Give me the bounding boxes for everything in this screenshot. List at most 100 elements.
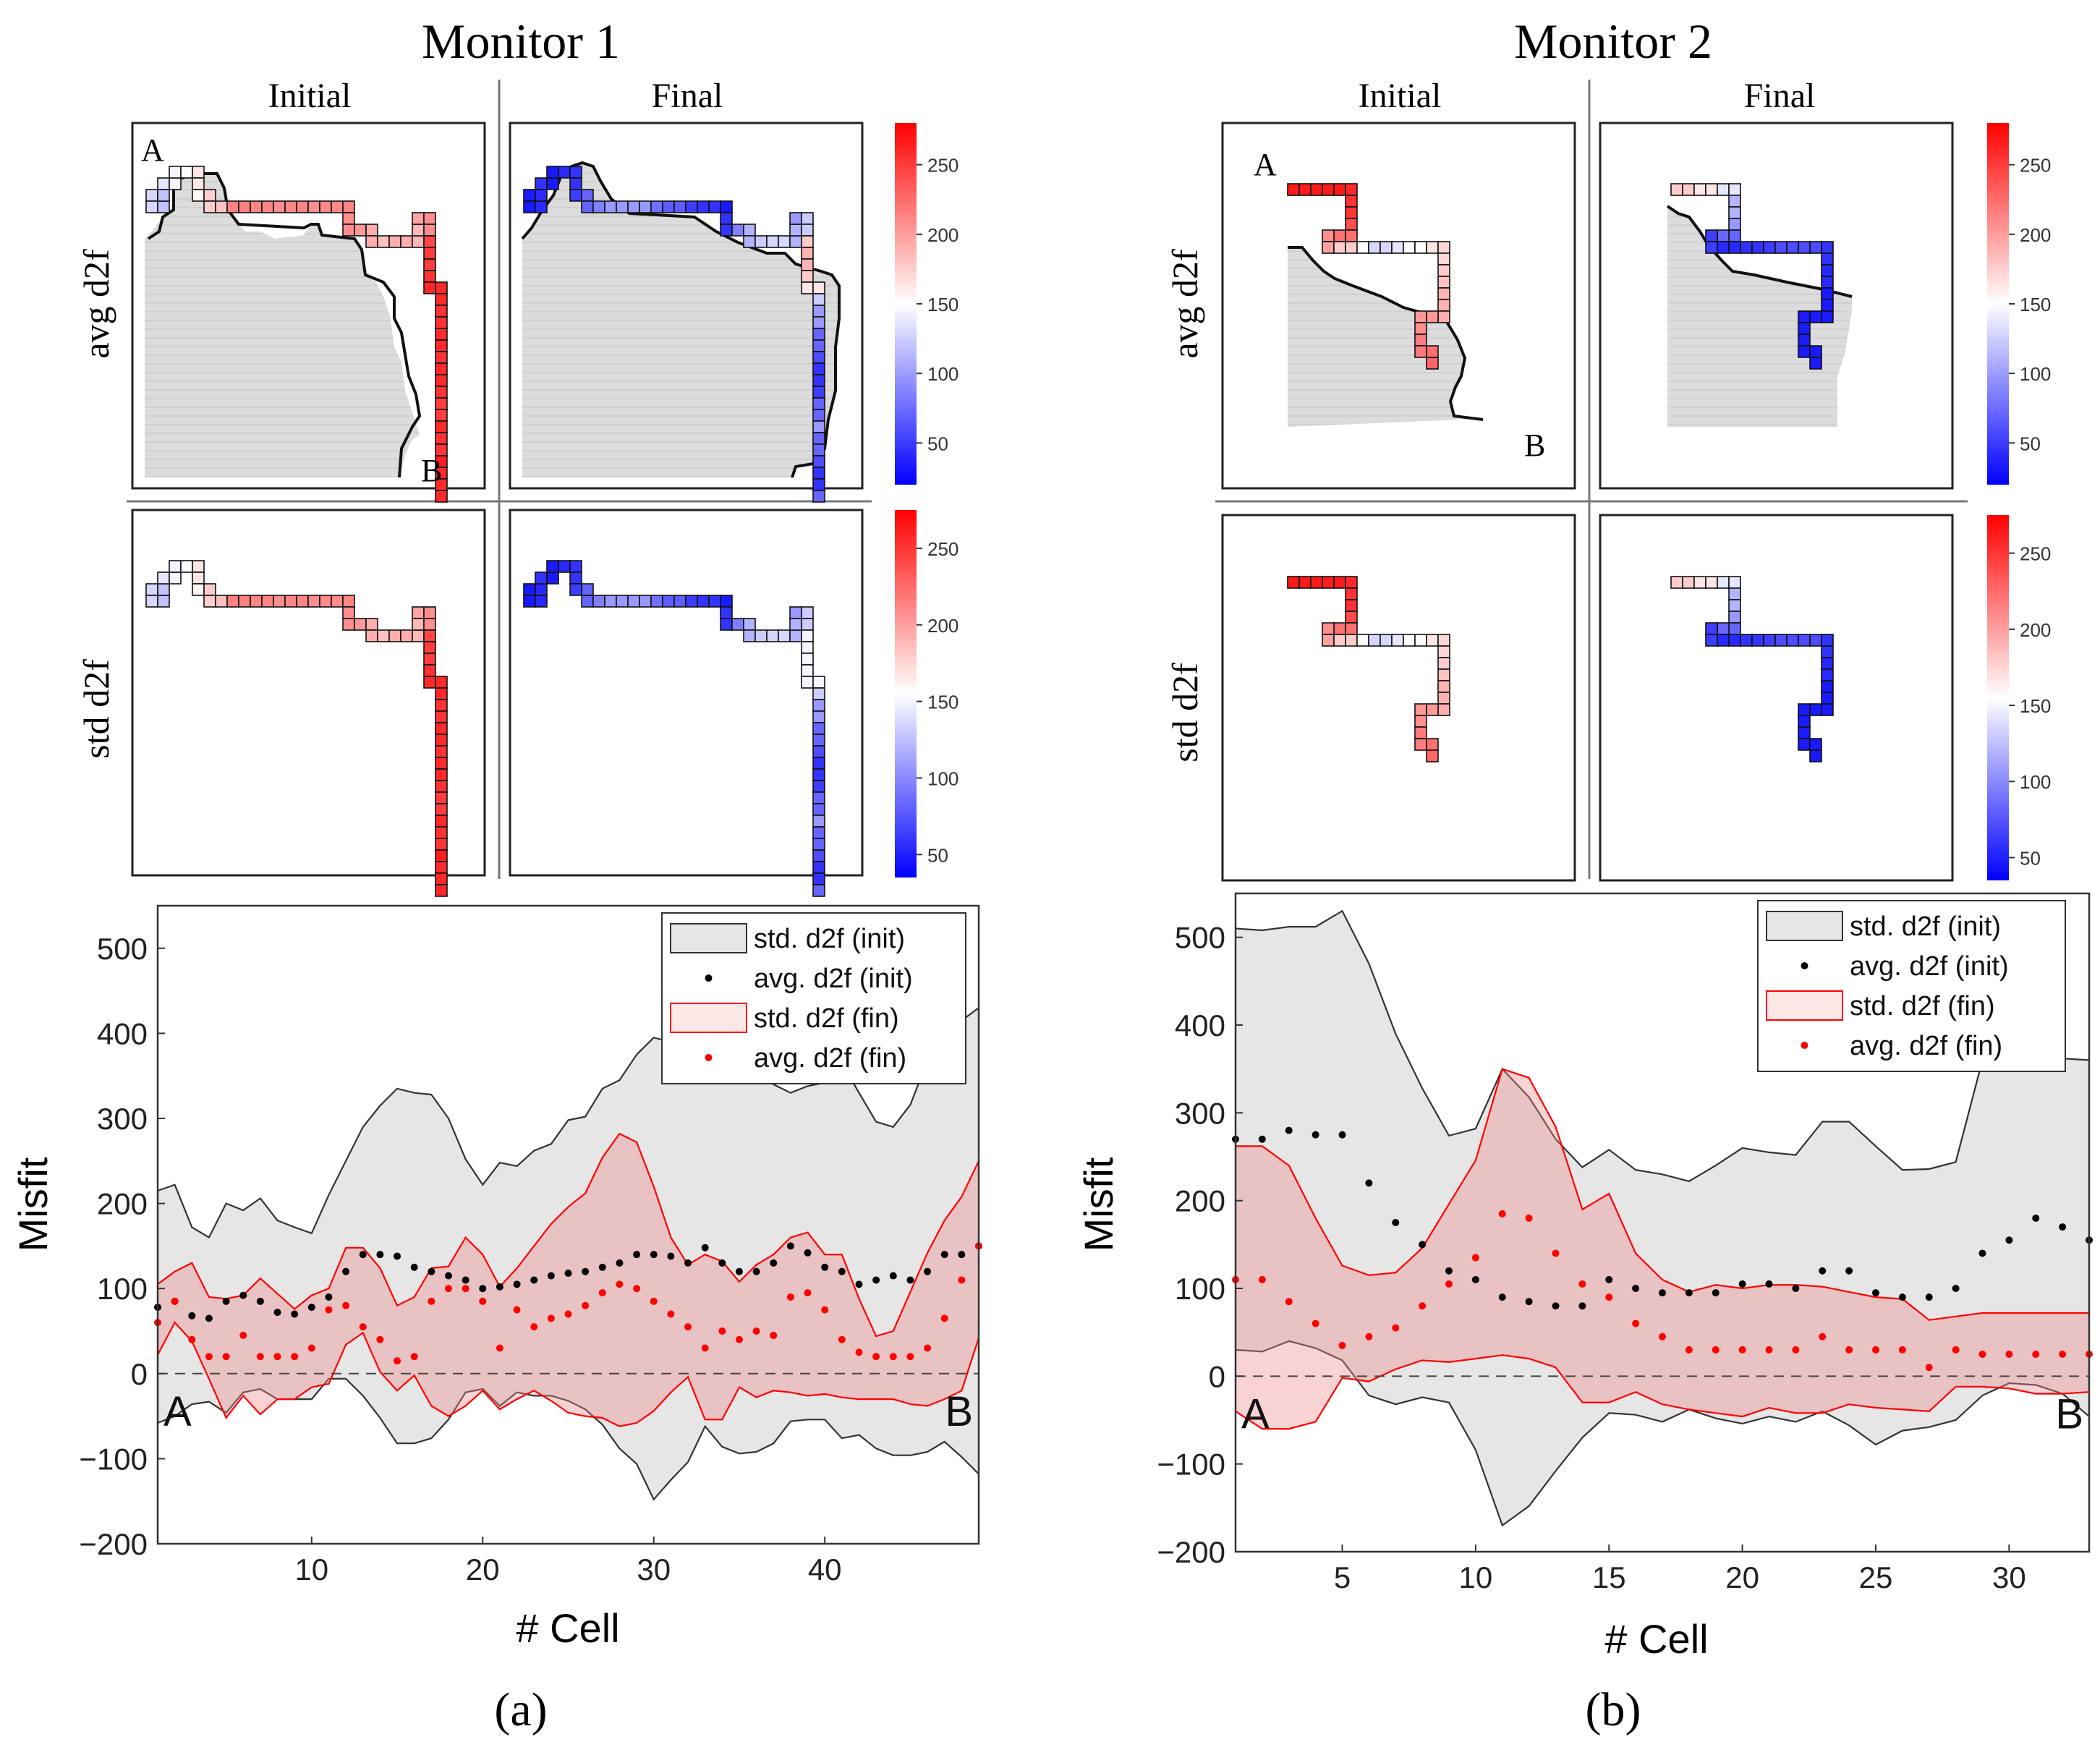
avg-init-point	[1659, 1289, 1666, 1297]
grid-cell	[1356, 241, 1369, 254]
grid-cell	[1322, 241, 1335, 254]
grid-cell	[801, 676, 814, 689]
avg-fin-point	[1925, 1364, 1933, 1372]
grid-cell	[1437, 241, 1450, 254]
grid-cell	[789, 629, 802, 642]
grid-cell	[546, 571, 559, 585]
grid-cell	[1809, 634, 1822, 647]
legend-swatch-std-init	[1766, 911, 1843, 941]
grid-cell	[812, 397, 825, 410]
map-b-avg-final-body	[1667, 206, 1852, 427]
avg-init-point	[701, 1244, 709, 1252]
grid-cell	[435, 815, 448, 828]
map-b-avg-final-outline	[1666, 205, 1853, 298]
cell-track-b-std-final	[1670, 576, 1834, 762]
avg-init-point	[684, 1259, 692, 1267]
grid-cell	[1391, 241, 1404, 254]
grid-cell	[535, 177, 548, 190]
grid-cell	[1391, 634, 1404, 647]
grid-cell	[435, 420, 448, 433]
avg-init-point	[376, 1251, 384, 1259]
grid-cell	[546, 177, 559, 190]
panel-a-col-initial: Initial	[268, 77, 352, 115]
grid-cell	[812, 687, 825, 700]
grid-cell	[1728, 241, 1741, 254]
grid-cell	[1368, 634, 1381, 647]
avg-fin-point	[821, 1306, 829, 1314]
grid-cell	[1728, 599, 1741, 612]
grid-cell	[1426, 634, 1439, 647]
avg-fin-point	[239, 1331, 247, 1339]
y-tick-label: −100	[1157, 1448, 1225, 1482]
x-tick-label: 10	[1459, 1560, 1493, 1594]
grid-cell	[1322, 183, 1335, 196]
avg-fin-point	[650, 1297, 658, 1305]
grid-cell	[423, 212, 436, 225]
y-tick-label: 500	[97, 932, 148, 966]
grid-cell	[423, 247, 436, 260]
grid-cell	[203, 189, 216, 202]
avg-fin-point	[838, 1335, 846, 1343]
grid-cell	[1403, 634, 1416, 647]
grid-cell	[1670, 183, 1683, 196]
avg-fin-point	[273, 1353, 281, 1361]
grid-cell	[365, 629, 378, 642]
avg-init-point	[1312, 1131, 1319, 1139]
grid-cell	[1437, 264, 1450, 277]
grid-cell	[1728, 634, 1741, 647]
avg-init-point	[1845, 1267, 1853, 1275]
grid-cell	[801, 281, 814, 294]
grid-cell	[1821, 692, 1834, 705]
grid-cell	[192, 560, 205, 573]
grid-cell	[673, 595, 686, 608]
colorbar-a-top-ticks: 250 200 150 100 50	[917, 155, 958, 454]
grid-cell	[812, 803, 825, 816]
grid-cell	[523, 200, 536, 213]
avg-fin-point	[428, 1297, 435, 1305]
grid-cell	[801, 653, 814, 666]
std-init-band-upper-line	[1235, 909, 2090, 1183]
chart-marker-a: A	[1241, 1390, 1270, 1437]
avg-fin-point	[376, 1335, 384, 1343]
avg-init-point	[1685, 1289, 1693, 1297]
avg-init-point	[1258, 1135, 1266, 1143]
grid-cell	[569, 177, 582, 190]
grid-cell	[1333, 183, 1346, 196]
avg-fin-point	[513, 1306, 521, 1314]
grid-cell	[754, 629, 768, 642]
panel-a-ylabel: Misfit	[10, 1157, 56, 1252]
grid-cell	[812, 455, 825, 468]
y-tick-label: 200	[1175, 1184, 1225, 1218]
grid-cell	[388, 235, 401, 248]
grid-cell	[1437, 287, 1450, 300]
grid-cell	[1414, 241, 1427, 254]
avg-init-point	[838, 1267, 846, 1275]
avg-fin-point	[1605, 1293, 1613, 1301]
grid-cell	[435, 328, 448, 341]
x-tick-label: 10	[294, 1552, 328, 1586]
grid-cell	[1809, 345, 1822, 358]
grid-cell	[1798, 726, 1811, 739]
avg-fin-point	[188, 1335, 196, 1343]
avg-init-point	[1898, 1293, 1906, 1301]
grid-cell	[1717, 622, 1730, 635]
grid-cell	[180, 560, 193, 573]
avg-init-point	[428, 1267, 435, 1275]
grid-cell	[1728, 229, 1741, 242]
grid-cell	[435, 884, 448, 897]
std-fin-band-fill	[158, 1134, 979, 1427]
grid-cell	[1345, 183, 1358, 196]
grid-cell	[697, 200, 710, 213]
avg-init-point	[633, 1251, 641, 1259]
avg-fin-point	[958, 1276, 966, 1284]
avg-fin-point	[701, 1344, 709, 1352]
grid-cell	[720, 618, 733, 631]
avg-init-point	[1285, 1126, 1293, 1134]
avg-init-point	[2032, 1214, 2040, 1222]
grid-cell	[1437, 703, 1450, 716]
cell-track-a-std-final	[523, 560, 825, 897]
grid-cell	[435, 362, 448, 375]
avg-fin-point	[1845, 1346, 1853, 1354]
grid-cell	[435, 757, 448, 770]
avg-init-point	[1952, 1285, 1960, 1292]
